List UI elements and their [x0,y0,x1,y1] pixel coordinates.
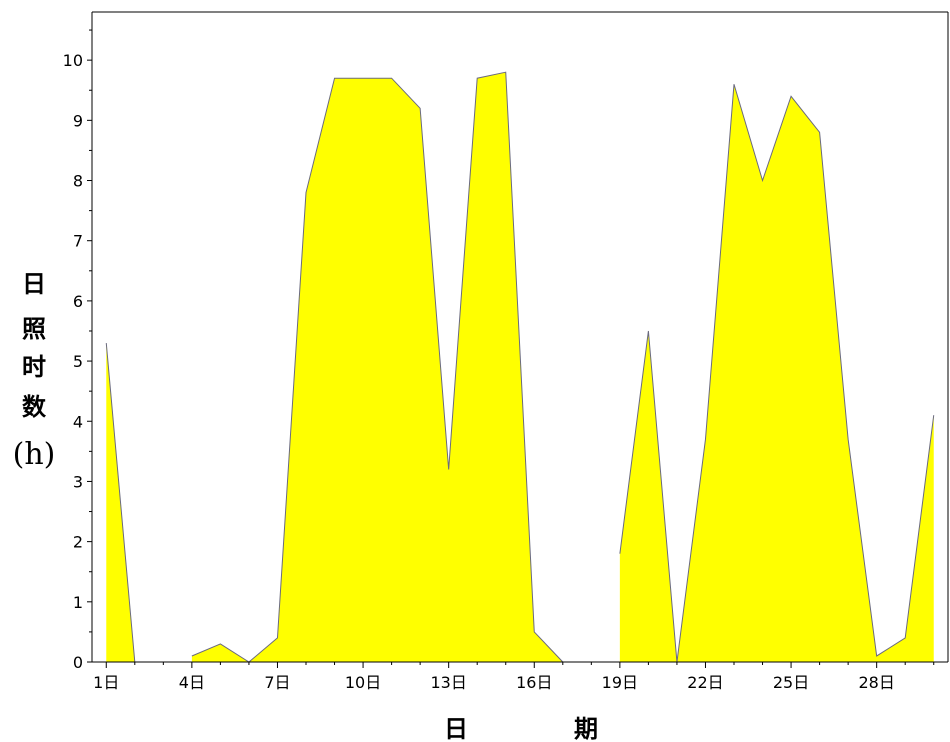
y-axis-unit: (h) [13,437,56,472]
x-axis-ticks: 1日 4日 7日 10日 13日 16日 19日 22日 25日 28日 [93,662,935,692]
y-tick-label-6: 6 [73,292,83,311]
y-tick-label-3: 3 [73,472,83,491]
area-fill-segment-3 [619,84,934,662]
x-tick-label-22: 22日 [687,673,723,692]
y-axis-title-char-4: 数 [22,393,47,421]
y-tick-label-1: 1 [73,593,83,612]
x-axis-title: 日 期 [444,715,598,742]
area-outline-segment-2 [191,71,564,663]
x-tick-label-25: 25日 [773,673,809,692]
x-tick-label-13: 13日 [430,673,466,692]
y-tick-label-9: 9 [73,111,83,130]
x-tick-label-19: 19日 [602,673,638,692]
x-axis-title-char-2: 期 [574,715,598,742]
y-axis-title: 日 照 时 数 (h) [13,270,56,472]
y-axis-title-char-2: 照 [22,315,46,343]
x-tick-label-1: 1日 [93,673,119,692]
x-tick-label-7: 7日 [264,673,290,692]
x-tick-label-28: 28日 [858,673,894,692]
y-tick-label-4: 4 [73,412,83,431]
y-tick-label-8: 8 [73,172,83,191]
y-tick-label-10: 10 [63,51,83,70]
y-axis-ticks: 0 1 2 3 4 5 6 7 8 9 10 [63,29,92,672]
x-tick-label-4: 4日 [179,673,205,692]
area-fill-segment-2 [191,72,563,663]
area-outline-segment-3 [619,84,935,663]
series-layer [105,71,935,663]
y-tick-label-5: 5 [73,352,83,371]
y-axis-title-char-1: 日 [22,270,46,298]
area-outline-segment-1 [105,342,136,663]
y-tick-label-0: 0 [73,653,83,672]
x-axis-title-char-1: 日 [444,715,468,742]
y-tick-label-2: 2 [73,533,83,552]
y-tick-label-7: 7 [73,232,83,251]
y-axis-title-char-3: 时 [22,353,46,381]
x-tick-label-16: 16日 [516,673,552,692]
x-tick-label-10: 10日 [345,673,381,692]
